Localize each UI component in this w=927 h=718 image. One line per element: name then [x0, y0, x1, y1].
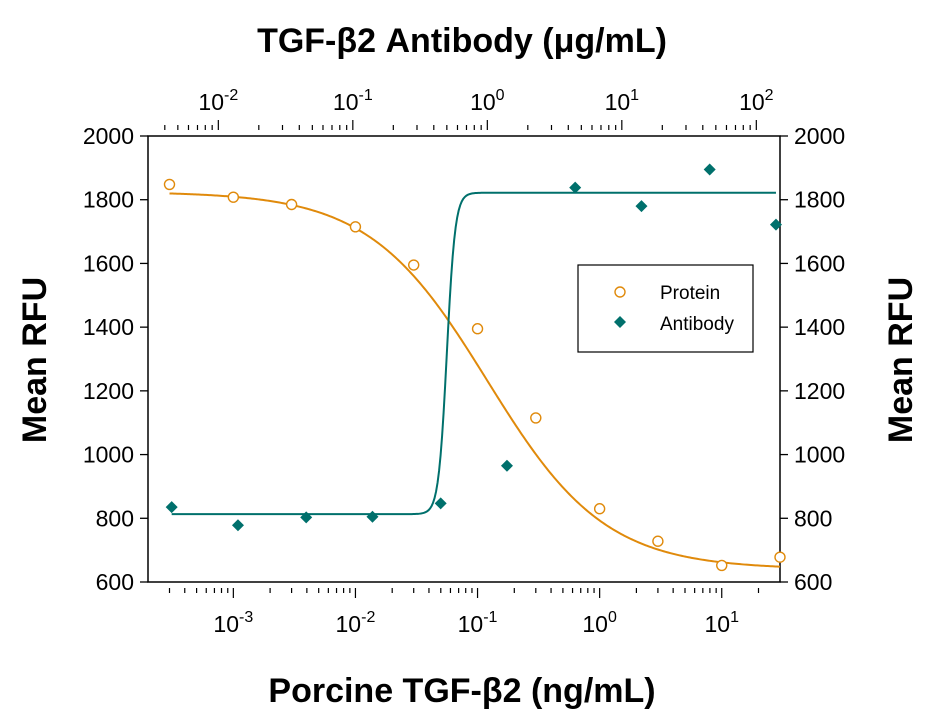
legend: Protein Antibody	[577, 264, 754, 353]
data-point-antibody	[165, 501, 178, 514]
y-tick-label-left: 1400	[83, 314, 134, 340]
y-tick-label-left: 800	[96, 505, 134, 531]
fit-curve-protein	[169, 192, 781, 568]
y-tick-label-right: 1800	[794, 187, 845, 213]
x-tick-label-bottom: 10-2	[336, 609, 376, 637]
y-tick-label-left: 1200	[83, 378, 134, 404]
y-tick-label-right: 1400	[794, 314, 845, 340]
fit-curve-antibody	[171, 191, 776, 516]
data-point-protein	[163, 178, 176, 191]
ticks-layer: 600 600 800 800 1000 1000 1200 1200 1400 1400 1600…	[83, 87, 845, 637]
data-point-protein	[774, 551, 786, 563]
y-axis-label-right: Mean RFU	[882, 277, 920, 443]
legend-box	[577, 264, 754, 353]
legend-label-protein: Protein	[660, 283, 720, 304]
y-tick-label-right: 600	[794, 569, 832, 595]
data-point-antibody	[703, 163, 716, 176]
y-tick-label-left: 2000	[83, 123, 134, 149]
legend-marker-protein	[614, 286, 626, 298]
data-point-antibody	[300, 511, 313, 524]
x-tick-label-bottom: 100	[582, 609, 617, 637]
data-point-antibody	[231, 519, 244, 532]
x-tick-label-top: 102	[739, 87, 774, 115]
x-tick-label-top: 10-2	[198, 87, 238, 115]
data-point-protein	[349, 221, 362, 233]
data-point-protein	[652, 535, 664, 547]
x-tick-label-top: 100	[470, 87, 505, 115]
data-point-protein	[285, 198, 298, 211]
chart-title: TGF-β2 Antibody (μg/mL)	[257, 22, 667, 60]
data-point-protein	[593, 503, 606, 515]
x-tick-label-bottom: 10-1	[458, 609, 498, 637]
x-tick-label-top: 10-1	[333, 87, 373, 115]
legend-label-antibody: Antibody	[660, 314, 734, 335]
plot-frame	[147, 135, 781, 583]
y-tick-label-right: 1000	[794, 442, 845, 468]
data-point-antibody	[500, 459, 513, 472]
y-tick-label-right: 2000	[794, 123, 845, 149]
data-point-protein	[471, 323, 484, 335]
data-point-antibody	[769, 218, 782, 231]
data-point-protein	[408, 259, 420, 271]
x-axis-label: Porcine TGF-β2 (ng/mL)	[268, 672, 655, 710]
y-tick-label-left: 600	[96, 569, 134, 595]
y-tick-label-right: 800	[794, 505, 832, 531]
x-tick-label-top: 101	[605, 87, 640, 115]
data-point-antibody	[569, 181, 582, 194]
data-point-antibody	[635, 200, 648, 213]
data-point-protein	[530, 412, 542, 424]
y-tick-label-left: 1800	[83, 187, 134, 213]
y-tick-label-right: 1600	[794, 250, 845, 276]
x-tick-label-bottom: 101	[704, 609, 739, 637]
data-point-protein	[227, 191, 240, 203]
curves-layer	[169, 191, 781, 568]
data-point-antibody	[434, 497, 447, 510]
data-point-protein	[716, 559, 728, 572]
y-tick-label-right: 1200	[794, 378, 845, 404]
data-point-antibody	[366, 510, 379, 523]
y-tick-label-left: 1600	[83, 250, 134, 276]
y-tick-label-left: 1000	[83, 442, 134, 468]
legend-marker-antibody	[614, 316, 626, 328]
y-axis-label-left: Mean RFU	[16, 277, 54, 443]
x-tick-label-bottom: 10-3	[213, 609, 253, 637]
points-layer	[163, 163, 786, 572]
